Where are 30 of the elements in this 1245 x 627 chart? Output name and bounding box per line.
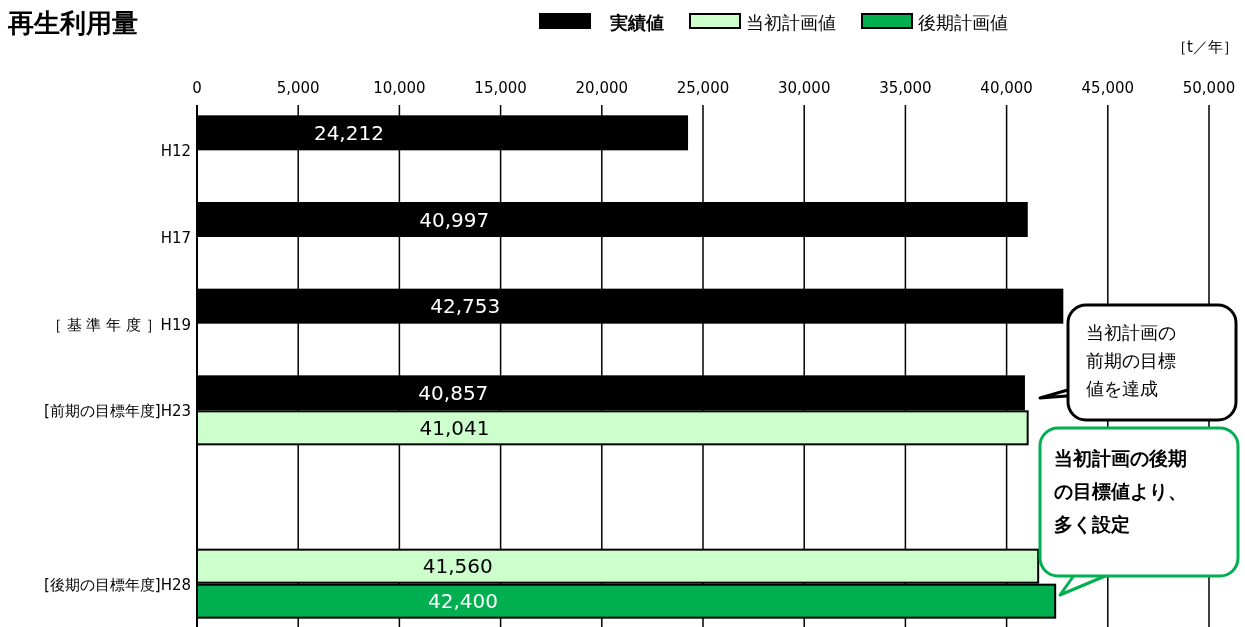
data-label: 40,997 [419, 207, 490, 232]
y-tick-label: ［ 基 準 年 度 ］H19 [46, 315, 191, 334]
y-tick-label: H12 [160, 142, 191, 161]
annotation: 当初計画の後期の目標値より、多く設定 [1054, 446, 1188, 537]
y-tick-label: H17 [160, 229, 191, 247]
data-label: 40,857 [418, 380, 489, 405]
x-tick-label: 25,000 [676, 79, 730, 97]
data-label: 42,400 [428, 589, 499, 614]
legend-label: 当初計画値 [746, 12, 836, 33]
legend-label: 後期計画値 [918, 12, 1008, 33]
chart-title: 再生利用量 [7, 8, 138, 38]
x-tick-label: 30,000 [777, 79, 831, 97]
x-tick-label: 15,000 [474, 79, 527, 97]
y-tick-label: [後期の目標年度]H28 [43, 575, 191, 594]
x-tick-label: 20,000 [575, 79, 629, 97]
x-axis-title: ［t／年］ [1172, 38, 1238, 56]
annotation: 当初計画の前期の目標値を達成 [1086, 321, 1177, 401]
x-tick-label: 50,000 [1182, 79, 1236, 97]
data-label: 24,212 [313, 120, 384, 145]
y-tick-label: [前期の目標年度]H23 [43, 402, 191, 421]
x-tick-label: 35,000 [879, 79, 932, 97]
x-tick-label: 45,000 [1081, 79, 1135, 97]
data-label: 42,753 [430, 294, 501, 319]
x-tick-label: 40,000 [980, 79, 1033, 97]
data-label: 41,041 [419, 415, 490, 440]
x-tick-label: 10,000 [373, 79, 426, 97]
x-tick-label: 0 [192, 79, 202, 97]
data-label: 41,560 [422, 554, 493, 579]
x-tick-label: 5,000 [276, 79, 320, 97]
legend-label: 実績値 [609, 12, 664, 33]
